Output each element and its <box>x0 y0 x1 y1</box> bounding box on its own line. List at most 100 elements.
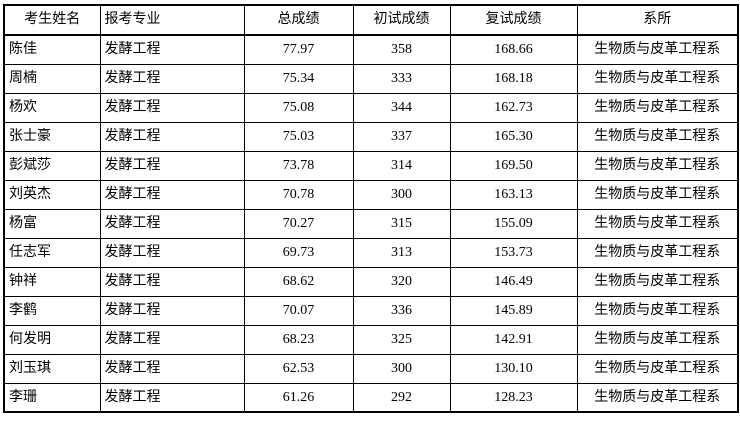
table-row: 刘英杰 发酵工程 70.78 300 163.13 生物质与皮革工程系 <box>3 179 739 210</box>
table-row: 钟祥 发酵工程 68.62 320 146.49 生物质与皮革工程系 <box>3 266 739 297</box>
cell-retest-score: 128.23 <box>449 382 578 413</box>
candidate-score-table: 考生姓名 报考专业 总成绩 初试成绩 复试成绩 系所 陈佳 发酵工程 77.97… <box>3 4 739 413</box>
cell-candidate-name: 钟祥 <box>3 266 101 297</box>
cell-total-score: 68.62 <box>243 266 354 297</box>
cell-department: 生物质与皮革工程系 <box>576 353 739 384</box>
table-body: 陈佳 发酵工程 77.97 358 168.66 生物质与皮革工程系 周楠 发酵… <box>3 34 739 413</box>
table-row: 刘玉琪 发酵工程 62.53 300 130.10 生物质与皮革工程系 <box>3 353 739 384</box>
table-row: 李珊 发酵工程 61.26 292 128.23 生物质与皮革工程系 <box>3 382 739 413</box>
cell-department: 生物质与皮革工程系 <box>576 34 739 65</box>
cell-initial-exam-score: 300 <box>352 179 451 210</box>
cell-department: 生物质与皮革工程系 <box>576 92 739 123</box>
cell-total-score: 77.97 <box>243 34 354 65</box>
cell-candidate-name: 杨富 <box>3 208 101 239</box>
cell-retest-score: 168.18 <box>449 63 578 94</box>
table-row: 陈佳 发酵工程 77.97 358 168.66 生物质与皮革工程系 <box>3 34 739 65</box>
cell-department: 生物质与皮革工程系 <box>576 324 739 355</box>
cell-candidate-name: 彭斌莎 <box>3 150 101 181</box>
cell-initial-exam-score: 313 <box>352 237 451 268</box>
cell-initial-exam-score: 333 <box>352 63 451 94</box>
cell-candidate-name: 陈佳 <box>3 34 101 65</box>
table-row: 周楠 发酵工程 75.34 333 168.18 生物质与皮革工程系 <box>3 63 739 94</box>
cell-department: 生物质与皮革工程系 <box>576 63 739 94</box>
header-applied-major: 报考专业 <box>99 4 245 36</box>
table-row: 何发明 发酵工程 68.23 325 142.91 生物质与皮革工程系 <box>3 324 739 355</box>
cell-initial-exam-score: 336 <box>352 295 451 326</box>
cell-total-score: 75.34 <box>243 63 354 94</box>
cell-initial-exam-score: 300 <box>352 353 451 384</box>
cell-department: 生物质与皮革工程系 <box>576 150 739 181</box>
cell-candidate-name: 张士豪 <box>3 121 101 152</box>
cell-total-score: 75.03 <box>243 121 354 152</box>
table-row: 张士豪 发酵工程 75.03 337 165.30 生物质与皮革工程系 <box>3 121 739 152</box>
cell-retest-score: 169.50 <box>449 150 578 181</box>
table-row: 杨欢 发酵工程 75.08 344 162.73 生物质与皮革工程系 <box>3 92 739 123</box>
cell-retest-score: 155.09 <box>449 208 578 239</box>
cell-total-score: 62.53 <box>243 353 354 384</box>
cell-department: 生物质与皮革工程系 <box>576 266 739 297</box>
cell-retest-score: 165.30 <box>449 121 578 152</box>
cell-applied-major: 发酵工程 <box>99 63 245 94</box>
cell-retest-score: 163.13 <box>449 179 578 210</box>
cell-candidate-name: 杨欢 <box>3 92 101 123</box>
cell-retest-score: 162.73 <box>449 92 578 123</box>
table-header-row: 考生姓名 报考专业 总成绩 初试成绩 复试成绩 系所 <box>3 4 739 36</box>
cell-department: 生物质与皮革工程系 <box>576 382 739 413</box>
cell-retest-score: 168.66 <box>449 34 578 65</box>
cell-applied-major: 发酵工程 <box>99 121 245 152</box>
cell-department: 生物质与皮革工程系 <box>576 208 739 239</box>
cell-department: 生物质与皮革工程系 <box>576 295 739 326</box>
cell-retest-score: 142.91 <box>449 324 578 355</box>
table-row: 李鹤 发酵工程 70.07 336 145.89 生物质与皮革工程系 <box>3 295 739 326</box>
cell-applied-major: 发酵工程 <box>99 34 245 65</box>
cell-applied-major: 发酵工程 <box>99 353 245 384</box>
cell-applied-major: 发酵工程 <box>99 237 245 268</box>
cell-initial-exam-score: 314 <box>352 150 451 181</box>
cell-applied-major: 发酵工程 <box>99 179 245 210</box>
cell-applied-major: 发酵工程 <box>99 382 245 413</box>
cell-retest-score: 130.10 <box>449 353 578 384</box>
cell-department: 生物质与皮革工程系 <box>576 237 739 268</box>
cell-candidate-name: 何发明 <box>3 324 101 355</box>
cell-initial-exam-score: 344 <box>352 92 451 123</box>
cell-candidate-name: 周楠 <box>3 63 101 94</box>
cell-candidate-name: 李珊 <box>3 382 101 413</box>
cell-candidate-name: 刘英杰 <box>3 179 101 210</box>
cell-applied-major: 发酵工程 <box>99 266 245 297</box>
cell-initial-exam-score: 320 <box>352 266 451 297</box>
cell-total-score: 70.27 <box>243 208 354 239</box>
cell-total-score: 70.78 <box>243 179 354 210</box>
cell-applied-major: 发酵工程 <box>99 92 245 123</box>
cell-initial-exam-score: 325 <box>352 324 451 355</box>
cell-initial-exam-score: 315 <box>352 208 451 239</box>
cell-initial-exam-score: 337 <box>352 121 451 152</box>
table-row: 杨富 发酵工程 70.27 315 155.09 生物质与皮革工程系 <box>3 208 739 239</box>
cell-department: 生物质与皮革工程系 <box>576 121 739 152</box>
cell-initial-exam-score: 292 <box>352 382 451 413</box>
cell-candidate-name: 任志军 <box>3 237 101 268</box>
cell-retest-score: 146.49 <box>449 266 578 297</box>
cell-initial-exam-score: 358 <box>352 34 451 65</box>
header-retest-score: 复试成绩 <box>449 4 578 36</box>
cell-candidate-name: 刘玉琪 <box>3 353 101 384</box>
cell-applied-major: 发酵工程 <box>99 208 245 239</box>
cell-total-score: 68.23 <box>243 324 354 355</box>
table-row: 彭斌莎 发酵工程 73.78 314 169.50 生物质与皮革工程系 <box>3 150 739 181</box>
cell-total-score: 69.73 <box>243 237 354 268</box>
header-total-score: 总成绩 <box>243 4 354 36</box>
table-row: 任志军 发酵工程 69.73 313 153.73 生物质与皮革工程系 <box>3 237 739 268</box>
header-department: 系所 <box>576 4 739 36</box>
cell-total-score: 73.78 <box>243 150 354 181</box>
cell-applied-major: 发酵工程 <box>99 150 245 181</box>
cell-candidate-name: 李鹤 <box>3 295 101 326</box>
cell-department: 生物质与皮革工程系 <box>576 179 739 210</box>
cell-total-score: 61.26 <box>243 382 354 413</box>
cell-total-score: 70.07 <box>243 295 354 326</box>
cell-total-score: 75.08 <box>243 92 354 123</box>
header-candidate-name: 考生姓名 <box>3 4 101 36</box>
cell-retest-score: 153.73 <box>449 237 578 268</box>
cell-retest-score: 145.89 <box>449 295 578 326</box>
header-initial-exam-score: 初试成绩 <box>352 4 451 36</box>
cell-applied-major: 发酵工程 <box>99 295 245 326</box>
